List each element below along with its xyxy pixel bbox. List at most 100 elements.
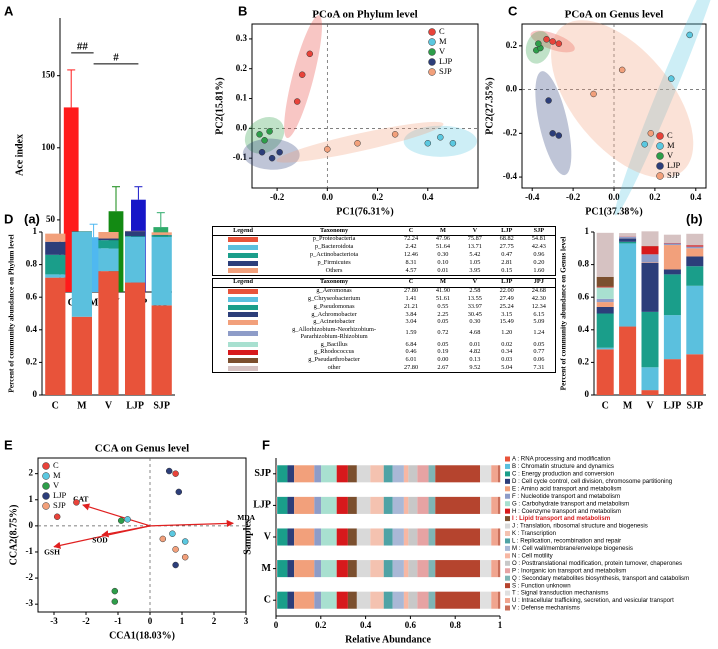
- panel-label: A: [4, 3, 14, 18]
- bar-segment: [686, 233, 704, 246]
- point: [165, 467, 173, 475]
- value-cell: 54.81: [531, 235, 546, 243]
- bar-segment: [294, 528, 315, 546]
- bar-segment: [383, 591, 393, 609]
- point: [449, 140, 457, 147]
- bar-segment: [294, 496, 315, 514]
- bar-segment: [480, 560, 492, 578]
- bar-segment: [686, 354, 704, 395]
- x-tick-label: -1: [114, 616, 122, 626]
- bar-segment: [151, 236, 172, 306]
- taxonomy-cell: other: [327, 363, 341, 371]
- legend-label: O : Posttranslational modification, prot…: [512, 560, 682, 567]
- confidence-ellipse: [535, 71, 572, 176]
- bar-segment: [663, 315, 681, 360]
- value-cell: 4.82: [469, 348, 481, 356]
- panel-sublabel: (b): [686, 211, 703, 226]
- legend-swatch: [505, 560, 510, 566]
- bar-segment: [417, 528, 429, 546]
- legend-swatch: [505, 508, 510, 514]
- value-cell: 13.71: [467, 243, 482, 251]
- bar-segment: [435, 496, 481, 514]
- bar-segment: [45, 277, 66, 395]
- bar-segment: [403, 528, 409, 546]
- bar-segment: [71, 232, 93, 317]
- legend-label: C : Energy production and conversion: [512, 471, 614, 478]
- bar-segment: [641, 246, 659, 255]
- bar-segment: [686, 248, 704, 257]
- value-cell: 13.55: [467, 294, 482, 302]
- bar-segment: [370, 528, 384, 546]
- bar-segment: [356, 591, 371, 609]
- value-cell: 0.55: [437, 302, 449, 310]
- taxonomy-cell: p_Actinobacteriota: [309, 250, 359, 258]
- legend-marker: [656, 162, 664, 170]
- y-tick-label: 1: [29, 494, 34, 504]
- value-cell: 75.87: [467, 235, 482, 243]
- value-cell: 21.21: [403, 302, 419, 310]
- bar-segment: [641, 254, 659, 263]
- taxonomy-cell: g_Aeromonas: [316, 287, 352, 295]
- legend-marker: [42, 502, 50, 510]
- legend-label: A : RNA processing and modification: [512, 456, 611, 463]
- table-row: p_Actinobacteriota 12.46 0.30 5.42 0.47 0.96: [213, 251, 556, 259]
- bar-segment: [641, 262, 659, 312]
- taxonomy-cell: g_Pseudomonas: [313, 302, 355, 310]
- bar-segment: [686, 246, 704, 249]
- y-tick-label: 0: [585, 389, 590, 399]
- y-tick-label: M: [262, 563, 272, 574]
- bar-segment: [663, 359, 681, 395]
- bar-segment: [45, 274, 66, 278]
- taxonomy-cell: p_Bacteroidota: [314, 243, 354, 251]
- y-tick-label: 0.4: [578, 324, 590, 334]
- point: [535, 40, 542, 47]
- legend-cell: [213, 259, 274, 267]
- header-cell: C: [395, 278, 427, 288]
- value-cell: 7.31: [533, 363, 545, 371]
- legend-cell: [213, 327, 274, 341]
- point: [276, 148, 283, 156]
- bar-segment: [294, 560, 315, 578]
- bar-segment: [497, 528, 501, 546]
- bar-segment: [641, 367, 659, 391]
- chart-title: CCA on Genus level: [95, 443, 189, 455]
- taxonomy-cell: g_Chryseobacterium: [307, 294, 361, 302]
- value-cell: 24.68: [531, 287, 546, 295]
- legend-label: SJP: [667, 170, 680, 180]
- value-cell: 27.80: [403, 363, 419, 371]
- y-tick-label: 1: [585, 226, 590, 236]
- x-tick-label: V: [105, 400, 113, 411]
- value-cell: 15.49: [499, 318, 514, 326]
- value-cell: 8.31: [405, 258, 417, 266]
- legend-swatch: [505, 568, 510, 574]
- legend-label: I : Lipid transport and metabolism: [512, 515, 611, 522]
- value-cell: 27.75: [499, 243, 514, 251]
- value-cell: 72.24: [403, 235, 419, 243]
- bar-segment: [321, 465, 337, 483]
- point: [543, 36, 550, 43]
- y-tick-label: -3: [26, 598, 34, 608]
- legend-label: C: [439, 26, 445, 36]
- value-cell: 25.24: [499, 302, 514, 310]
- chart-title: PCoA on Genus level: [565, 9, 664, 21]
- value-cell: 1.05: [469, 258, 481, 266]
- bar-segment: [403, 496, 409, 514]
- bar-segment: [641, 390, 659, 395]
- legend-swatch: [505, 493, 510, 499]
- x-tick-label: -3: [50, 616, 58, 626]
- bar-segment: [321, 528, 337, 546]
- vector-label: MDA: [237, 513, 255, 522]
- bar-segment: [596, 302, 614, 307]
- bar-segment: [124, 236, 146, 237]
- taxonomy-cell: g_Allorhizobium-Neorhizobium-Pararhizobi…: [292, 326, 377, 340]
- x-tick-label: M: [77, 400, 87, 411]
- x-tick-label: LJP: [664, 400, 682, 411]
- bar-segment: [619, 233, 637, 237]
- y-tick-label: 0.3: [236, 33, 248, 43]
- bar-segment: [403, 465, 409, 483]
- y-tick-label: 0: [33, 389, 38, 399]
- legend-label: T : Signal transduction mechanisms: [512, 590, 608, 597]
- y-tick-label: 0.0: [236, 122, 248, 132]
- legend-swatch: [505, 605, 510, 611]
- legend-marker: [656, 142, 664, 150]
